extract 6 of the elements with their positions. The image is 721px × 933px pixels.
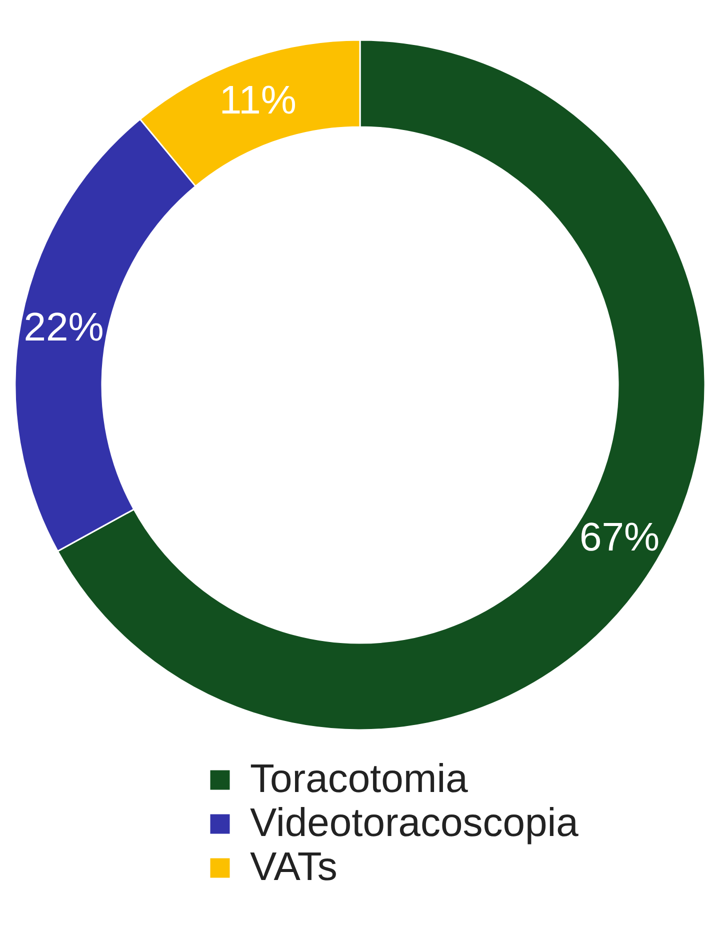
legend-label: Videotoracoscopia xyxy=(250,801,580,845)
data-label: 22% xyxy=(24,306,104,350)
data-label: 11% xyxy=(219,78,296,122)
legend-label: VATs xyxy=(250,845,338,889)
data-label: 67% xyxy=(579,515,660,560)
legend-label: Toracotomia xyxy=(250,757,469,801)
